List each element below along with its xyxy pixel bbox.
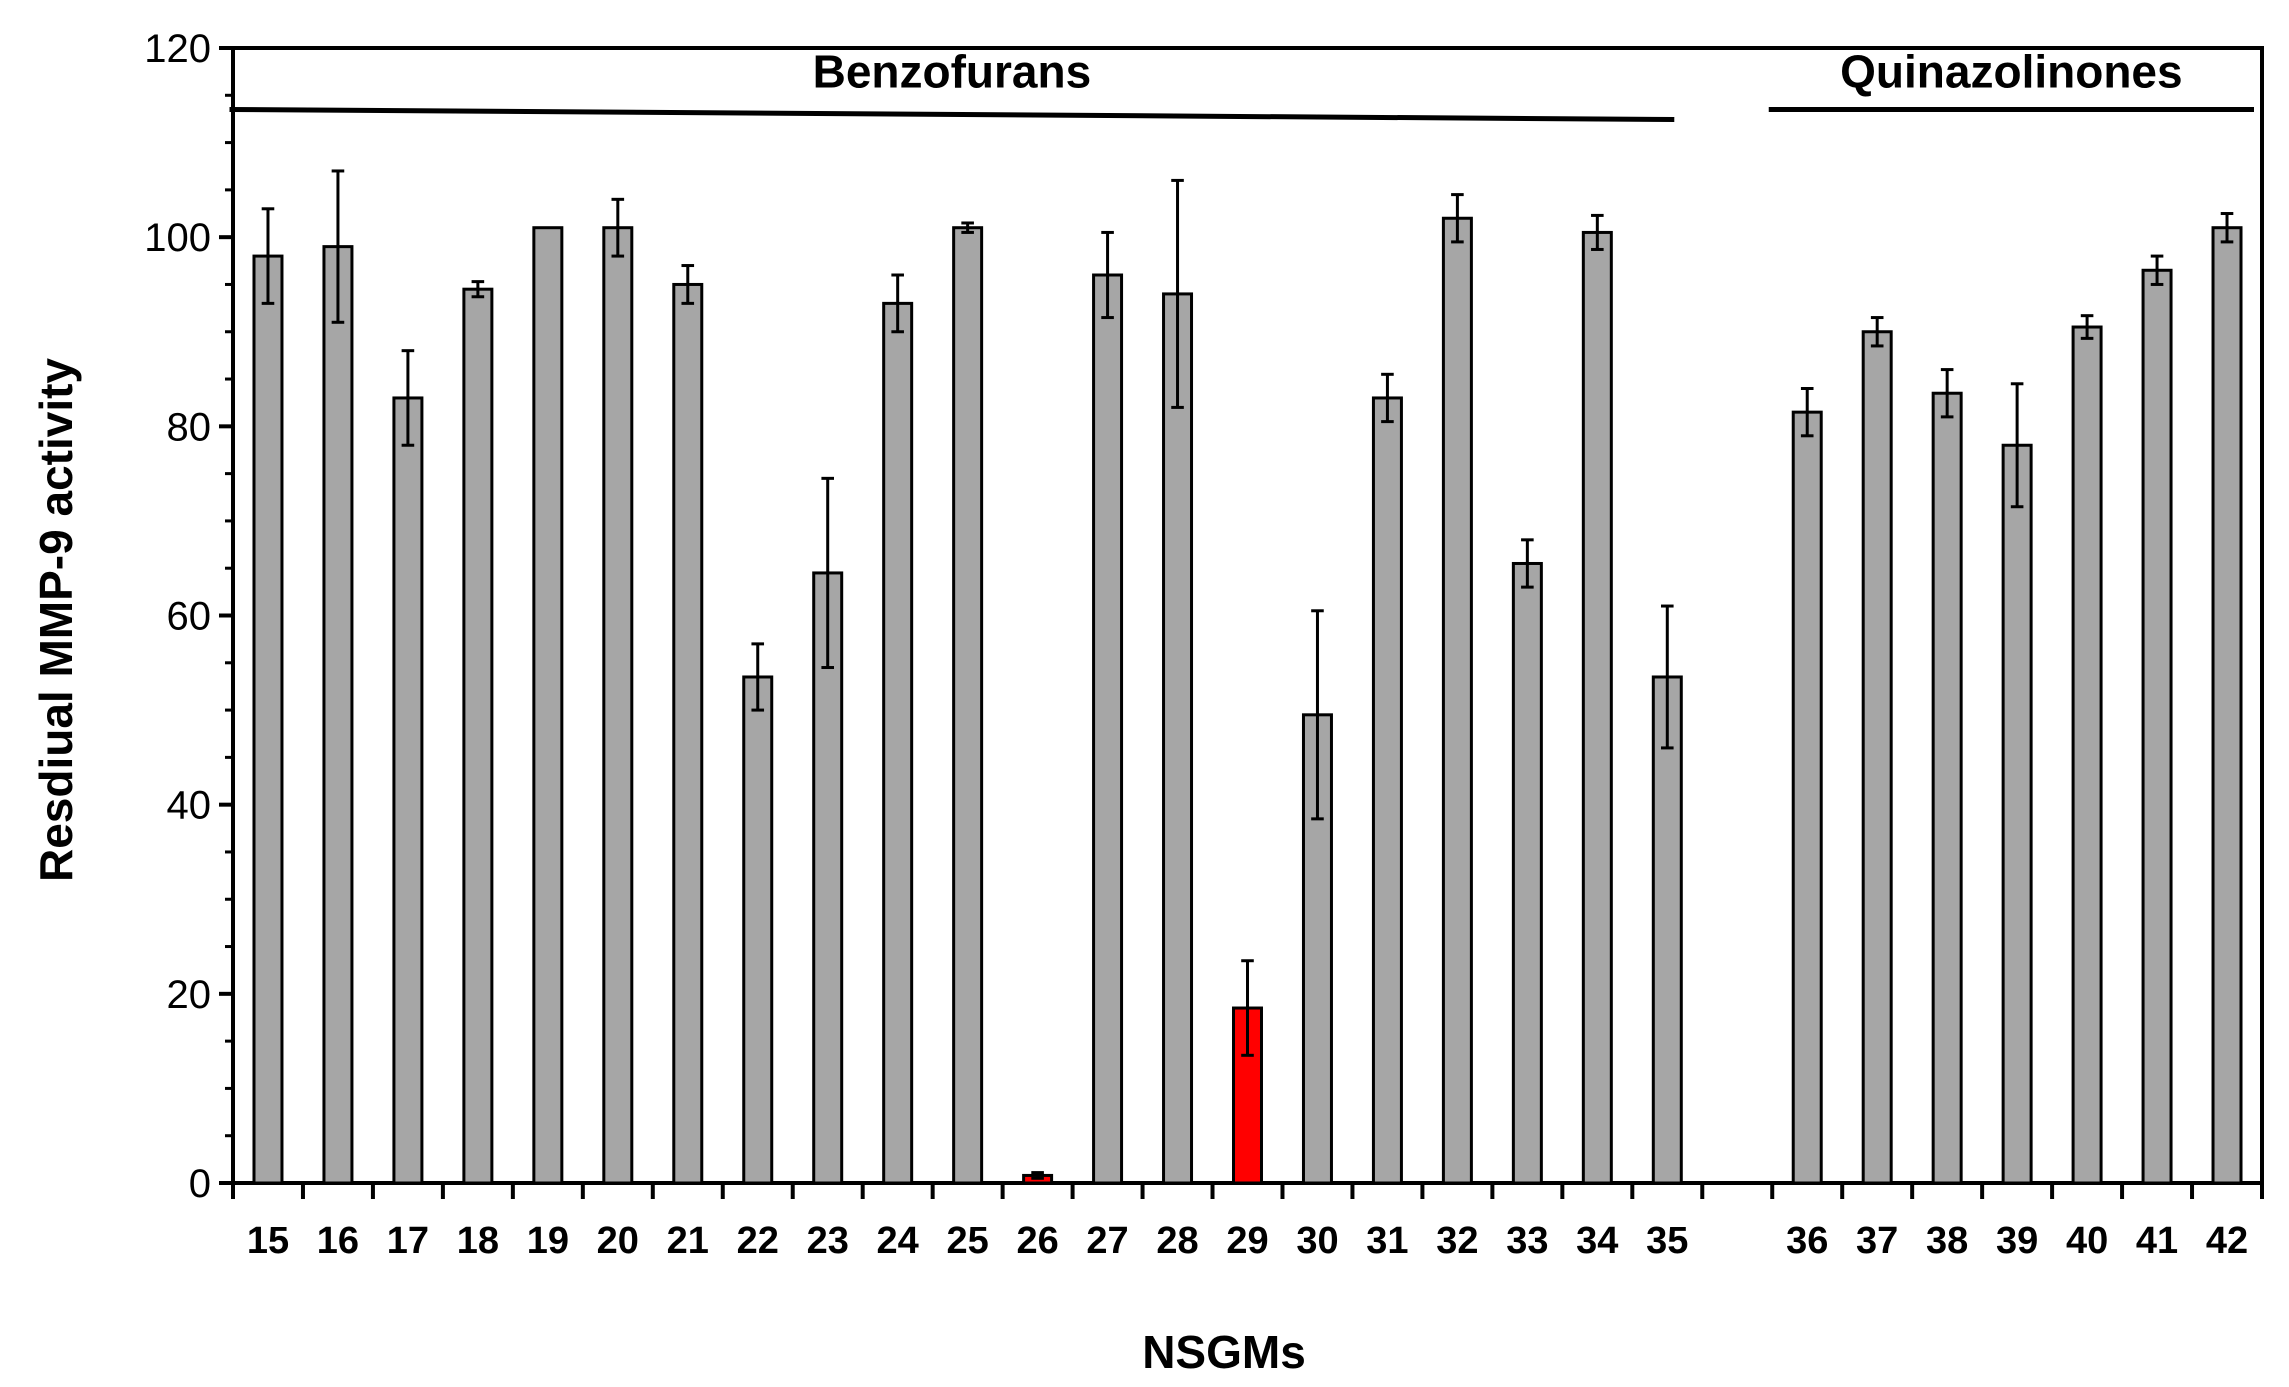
x-tick-label-29: 29	[1226, 1220, 1268, 1262]
error-bar-30	[1311, 609, 1324, 821]
y-tick-label-100: 100	[144, 216, 211, 260]
bar-39	[2001, 443, 2033, 1185]
y-tick-label-20: 20	[167, 973, 212, 1017]
x-tick-label-16: 16	[317, 1220, 359, 1262]
error-bar-21	[681, 264, 695, 305]
bar-41	[2141, 268, 2173, 1185]
error-bar-37	[1870, 316, 1884, 348]
bar-17	[392, 396, 424, 1185]
error-bar-17	[401, 349, 415, 447]
x-tick-label-24: 24	[877, 1220, 919, 1262]
bar-15	[252, 254, 284, 1185]
bar-40	[2071, 325, 2103, 1185]
error-bar-39	[2010, 382, 2024, 509]
error-bar-26	[1031, 1171, 1044, 1180]
error-bars	[261, 169, 2234, 1180]
x-tick-label-38: 38	[1926, 1220, 1968, 1262]
x-tick-label-34: 34	[1576, 1220, 1618, 1262]
error-bar-33	[1521, 538, 1534, 589]
x-tick-label-32: 32	[1436, 1220, 1478, 1262]
x-tick-label-21: 21	[667, 1220, 709, 1262]
y-tick-label-120: 120	[144, 27, 211, 71]
bar-31	[1371, 396, 1403, 1185]
axes: 0 20 40 60 80 100 120 15 16 17 18 19 20 21 22 23 24 25 26 2…	[144, 27, 2264, 1262]
error-bar-32	[1451, 193, 1464, 244]
bar-42	[2211, 226, 2243, 1185]
group-label-benzofurans: Benzofurans	[813, 45, 1092, 97]
bar-18	[462, 287, 494, 1185]
x-tick-label-26: 26	[1016, 1220, 1058, 1262]
bar-37	[1861, 330, 1893, 1185]
x-tick-label-18: 18	[457, 1220, 499, 1262]
bar-33	[1511, 561, 1543, 1185]
y-tick-label-40: 40	[167, 784, 212, 828]
error-bar-35	[1660, 604, 1674, 750]
error-bar-38	[1940, 368, 1954, 419]
error-bar-22	[751, 642, 765, 712]
x-tick-label-33: 33	[1506, 1220, 1548, 1262]
bar-21	[672, 282, 704, 1185]
x-tick-label-36: 36	[1786, 1220, 1828, 1262]
x-tick-label-41: 41	[2136, 1220, 2178, 1262]
group-annotations: Benzofurans Quinazolinones	[229, 45, 2254, 122]
error-bar-40	[2080, 314, 2094, 340]
x-tick-label-23: 23	[807, 1220, 849, 1262]
x-tick-label-37: 37	[1856, 1220, 1898, 1262]
y-tick-label-0: 0	[189, 1162, 211, 1206]
x-tick-label-39: 39	[1996, 1220, 2038, 1262]
y-tick-label-60: 60	[167, 595, 212, 639]
bar-34	[1581, 230, 1613, 1185]
bar-28	[1162, 292, 1194, 1185]
bar-24	[882, 301, 914, 1185]
bar-35	[1651, 675, 1683, 1185]
error-bar-24	[891, 273, 904, 334]
error-bar-18	[471, 280, 485, 299]
bar-19	[532, 226, 564, 1185]
error-bar-20	[611, 197, 625, 258]
x-tick-label-15: 15	[247, 1220, 289, 1262]
bar-36	[1791, 410, 1823, 1185]
x-tick-label-28: 28	[1156, 1220, 1198, 1262]
group-label-quinazolinones: Quinazolinones	[1840, 45, 2182, 97]
x-tick-label-25: 25	[946, 1220, 988, 1262]
error-bar-41	[2150, 254, 2164, 286]
bar-20	[602, 226, 634, 1185]
error-bar-23	[821, 476, 835, 670]
error-bar-15	[261, 207, 275, 305]
bar-22	[742, 675, 774, 1185]
error-bar-31	[1381, 372, 1394, 424]
x-tick-label-30: 30	[1296, 1220, 1338, 1262]
x-tick-label-27: 27	[1086, 1220, 1128, 1262]
group-line-benzofurans	[229, 106, 1675, 122]
error-bar-28	[1171, 178, 1184, 409]
bar-32	[1441, 216, 1473, 1185]
x-tick-label-22: 22	[737, 1220, 779, 1262]
y-axis-title: Resdiual MMP-9 activity	[30, 358, 82, 882]
error-bar-42	[2220, 212, 2234, 244]
bar-23	[812, 571, 844, 1185]
x-axis-title: NSGMs	[1142, 1326, 1306, 1378]
bar-38	[1931, 391, 1963, 1185]
x-tick-label-17: 17	[387, 1220, 429, 1262]
bars	[252, 216, 2243, 1185]
bar-16	[322, 245, 354, 1185]
x-tick-label-40: 40	[2066, 1220, 2108, 1262]
bar-27	[1092, 273, 1124, 1185]
error-bar-29	[1241, 959, 1254, 1057]
y-tick-label-80: 80	[167, 405, 212, 449]
error-bar-34	[1591, 213, 1604, 251]
error-bar-36	[1800, 387, 1814, 438]
bar-25	[952, 226, 984, 1185]
error-bar-25	[961, 221, 974, 234]
x-tick-label-35: 35	[1646, 1220, 1688, 1262]
x-tick-label-20: 20	[597, 1220, 639, 1262]
error-bar-27	[1101, 230, 1114, 320]
x-tick-label-19: 19	[527, 1220, 569, 1262]
x-tick-label-42: 42	[2206, 1220, 2248, 1262]
x-tick-label-31: 31	[1366, 1220, 1408, 1262]
error-bar-16	[331, 169, 345, 324]
